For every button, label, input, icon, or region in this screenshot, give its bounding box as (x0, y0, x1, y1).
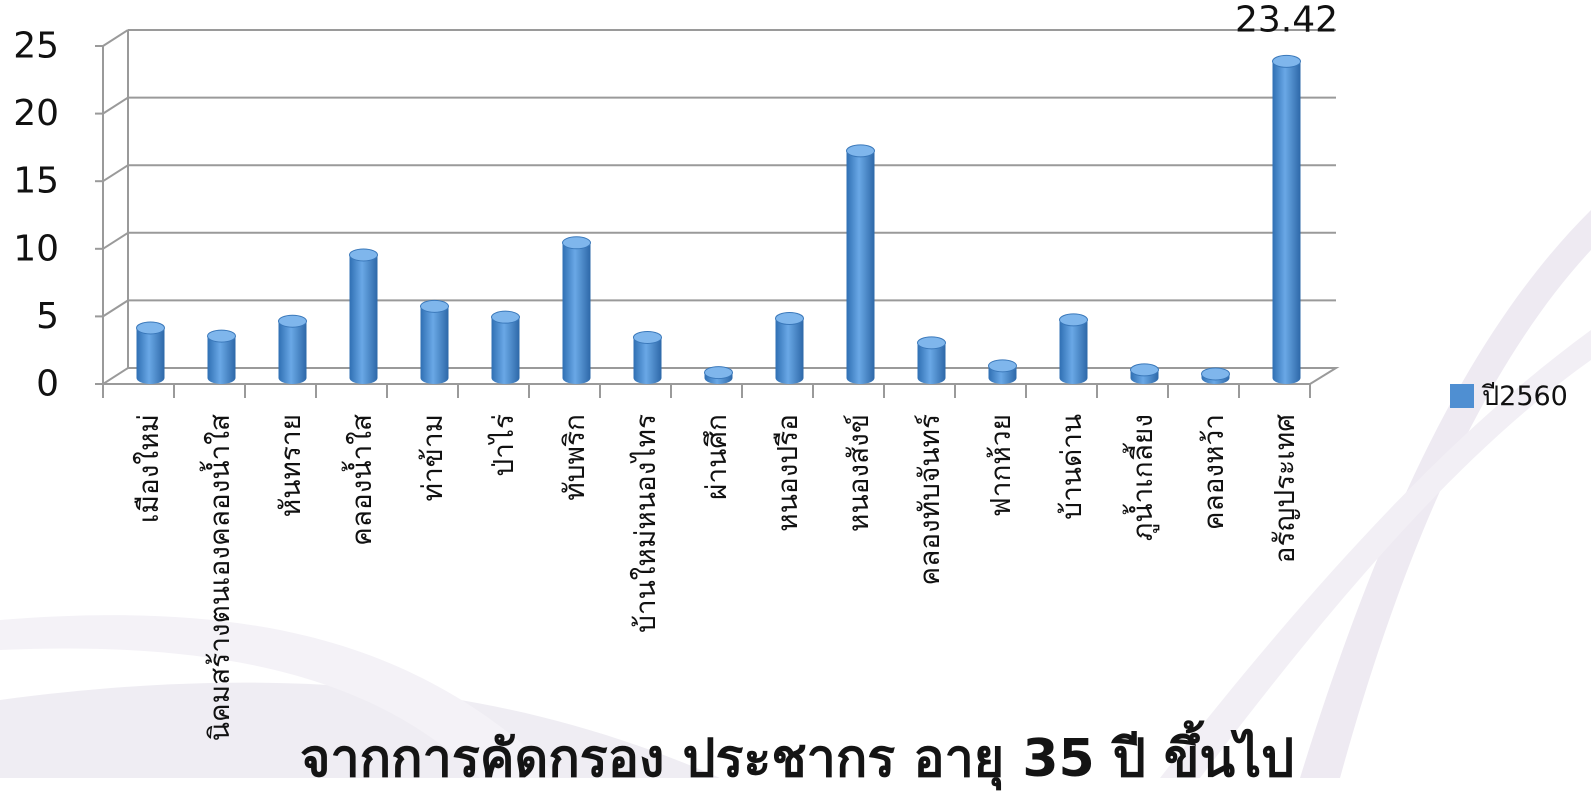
x-tick-label: คลองหว้า (1197, 414, 1230, 530)
bar (1130, 363, 1159, 384)
data-label: 23.42 (1235, 0, 1338, 40)
x-tick-label: บ้านด่าน (1055, 414, 1088, 520)
bar (775, 312, 804, 384)
bar (846, 144, 875, 384)
bar-top (633, 330, 662, 344)
x-axis-labels: เมืองใหม่ นิคมสร้างตนเองคลองน้ำใส หันทราย ค… (132, 414, 1301, 741)
bar-top (917, 336, 946, 350)
bar-top (1272, 54, 1301, 68)
bar (349, 248, 378, 384)
bar-body (349, 254, 378, 384)
bar-body (207, 336, 236, 384)
gridline-side (102, 231, 129, 250)
x-tick-label: บ้านใหม่หนองไทร (629, 414, 662, 633)
x-tick-label: คลองน้ำใส (341, 414, 378, 546)
gridline-side (102, 299, 129, 318)
bar (1201, 367, 1230, 384)
x-tick-label: หนองปรือ (771, 414, 804, 532)
x-tick-label: ทับพริก (558, 414, 591, 501)
bar-body (1059, 319, 1088, 384)
bar-top (846, 144, 875, 158)
bar (1272, 54, 1301, 384)
data-labels: 23.42 (1235, 0, 1338, 40)
legend: ปี2560 (1450, 374, 1568, 417)
x-tick-label: หันทราย (274, 414, 307, 517)
bar (207, 329, 236, 384)
bar (704, 366, 733, 384)
bar-top (349, 248, 378, 262)
bar (917, 336, 946, 384)
bar (491, 310, 520, 384)
bar-top (420, 299, 449, 313)
bar-body (846, 150, 875, 384)
x-tick-label: ป่าไร่ (487, 414, 520, 477)
bar-series (136, 54, 1301, 384)
x-tick-label: เมืองใหม่ (132, 414, 165, 523)
bar (633, 330, 662, 384)
bar-body (917, 342, 946, 384)
gridline-side (102, 96, 129, 115)
x-tick-label: หนองสังข์ (842, 414, 875, 532)
x-tick-label: ฟากห้วย (984, 414, 1017, 517)
x-tick-label: ภูน้ำเกลี้ยง (1122, 414, 1160, 541)
bar-top (1130, 363, 1159, 377)
bar-top (562, 236, 591, 250)
bar-chart: 0 5 10 15 20 25 เมืองใหม่ นิคมสร้างตนเองคลองน้… (13, 0, 1340, 741)
x-tick-label: อรัญประเทศ (1268, 414, 1301, 564)
bar-top (1059, 313, 1088, 327)
bar-body (278, 321, 307, 384)
bar-top (491, 310, 520, 324)
y-tick-label: 5 (36, 296, 59, 337)
bar-top (136, 321, 165, 335)
bar-body (633, 337, 662, 384)
bar (988, 359, 1017, 384)
legend-label: ปี2560 (1482, 381, 1568, 412)
gridline-side (102, 164, 129, 183)
bar-top (775, 312, 804, 326)
y-tick-label: 20 (13, 93, 59, 134)
y-tick-label: 0 (36, 364, 59, 405)
bar (278, 314, 307, 384)
bar-body (562, 242, 591, 384)
y-tick-label: 25 (13, 26, 59, 67)
bar-body (491, 317, 520, 384)
x-tick-label: นิคมสร้างตนเองคลองน้ำใส (199, 414, 236, 741)
bar-top (704, 366, 733, 380)
y-tick-label: 15 (13, 161, 59, 202)
x-tick-label: ผ่านศึก (700, 414, 733, 500)
y-tick-label: 10 (13, 228, 59, 269)
bar-body (136, 327, 165, 384)
bar (420, 299, 449, 384)
y-axis-ticks: 0 5 10 15 20 25 (13, 26, 59, 405)
bar (562, 236, 591, 384)
bar-body (1272, 61, 1301, 384)
bar (136, 321, 165, 384)
legend-swatch (1450, 383, 1474, 408)
bar (1059, 313, 1088, 384)
bar-body (420, 306, 449, 384)
bar-top (1201, 367, 1230, 381)
x-tick-label: ท่าข้าม (416, 414, 449, 502)
background-swirl (0, 210, 1591, 778)
x-tick-label: คลองทับจันทร์ (913, 414, 946, 586)
chart-caption: จากการคัดกรอง ประชากร อายุ 35 ปี ขึ้นไป (300, 729, 1295, 789)
bar-body (775, 318, 804, 384)
bar-top (988, 359, 1017, 373)
bar-top (278, 314, 307, 328)
bar-top (207, 329, 236, 343)
gridline-side (102, 29, 129, 47)
